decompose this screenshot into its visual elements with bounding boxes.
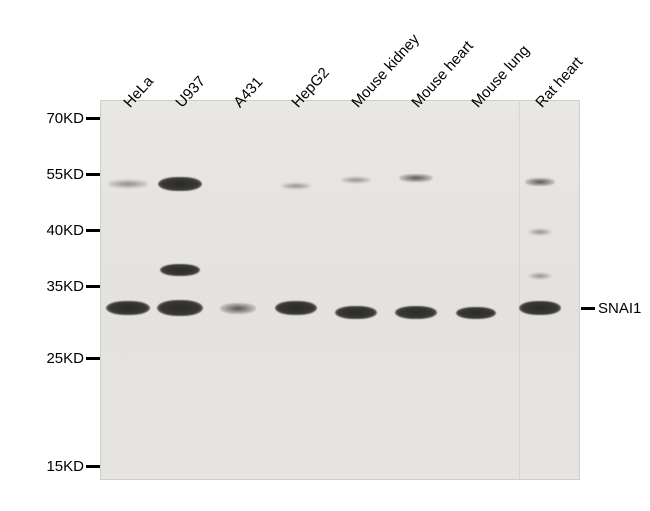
- mw-tick: [86, 285, 100, 288]
- band: [399, 174, 433, 182]
- membrane-background: [100, 100, 580, 480]
- band: [456, 307, 496, 319]
- band: [220, 303, 256, 314]
- mw-label: 70KD: [24, 110, 84, 127]
- mw-tick: [86, 465, 100, 468]
- target-label: SNAI1: [598, 300, 641, 317]
- band: [157, 300, 203, 316]
- band: [106, 301, 150, 315]
- western-blot-figure: HeLa U937 A431 HepG2 Mouse kidney Mouse …: [0, 0, 650, 511]
- band: [529, 229, 551, 235]
- mw-label: 55KD: [24, 166, 84, 183]
- mw-tick: [86, 229, 100, 232]
- band: [158, 177, 202, 191]
- mw-tick: [86, 357, 100, 360]
- band: [525, 178, 555, 186]
- band: [395, 306, 437, 319]
- band: [519, 301, 561, 315]
- mw-tick: [86, 173, 100, 176]
- lane-divider: [519, 100, 520, 480]
- band: [275, 301, 317, 315]
- mw-label: 15KD: [24, 458, 84, 475]
- band: [529, 273, 551, 279]
- band: [341, 177, 371, 183]
- mw-label: 40KD: [24, 222, 84, 239]
- band: [335, 306, 377, 319]
- band: [160, 264, 200, 276]
- mw-label: 25KD: [24, 350, 84, 367]
- band: [108, 180, 148, 188]
- band: [281, 183, 311, 189]
- mw-label: 35KD: [24, 278, 84, 295]
- target-tick: [581, 307, 595, 310]
- mw-tick: [86, 117, 100, 120]
